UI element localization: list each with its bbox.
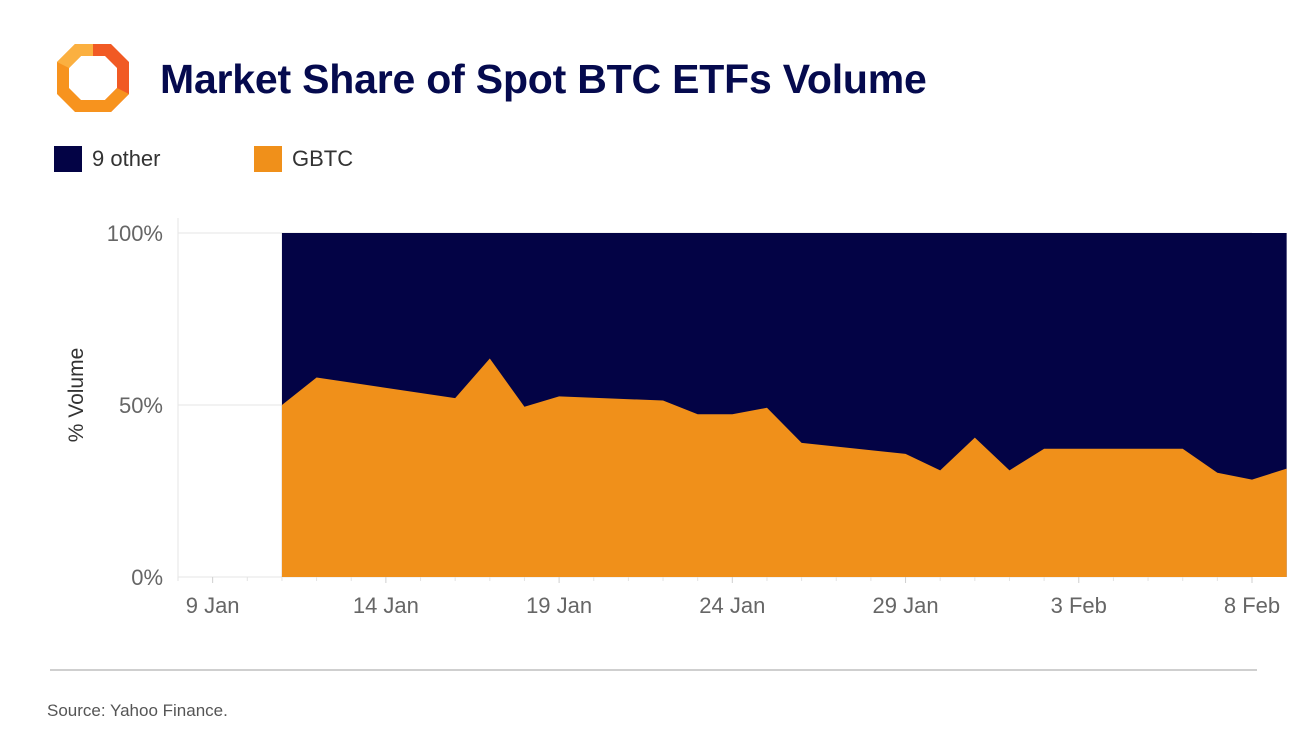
y-tick-label: 100% [107,221,163,246]
legend-item-9-other[interactable]: 9 other [54,144,161,174]
area-chart: 0% 50% 100% 9 Jan 14 Jan 19 Jan 24 Jan 29 Jan 3 … [65,218,1287,618]
x-tick-label: 3 Feb [1051,593,1107,618]
brand-logo-icon [57,44,129,112]
chart-title: Market Share of Spot BTC ETFs Volume [160,56,927,102]
y-tick-label: 0% [131,565,163,590]
legend-swatch-9-other [54,146,82,172]
y-tick-label: 50% [119,393,163,418]
x-tick-label: 19 Jan [526,593,592,618]
x-tick-label: 24 Jan [699,593,765,618]
legend-swatch-gbtc [254,146,282,172]
x-tick-label: 8 Feb [1224,593,1280,618]
x-tick-label: 29 Jan [873,593,939,618]
legend-label-9-other: 9 other [92,146,161,171]
x-tick-label: 9 Jan [186,593,240,618]
x-tick-label: 14 Jan [353,593,419,618]
source-note: Source: Yahoo Finance. [47,701,228,720]
y-axis-label: % Volume [65,348,88,443]
footer-divider [50,669,1257,671]
legend-label-gbtc: GBTC [292,146,354,171]
area-gbtc [281,358,1287,577]
legend-item-gbtc[interactable]: GBTC [254,144,353,174]
